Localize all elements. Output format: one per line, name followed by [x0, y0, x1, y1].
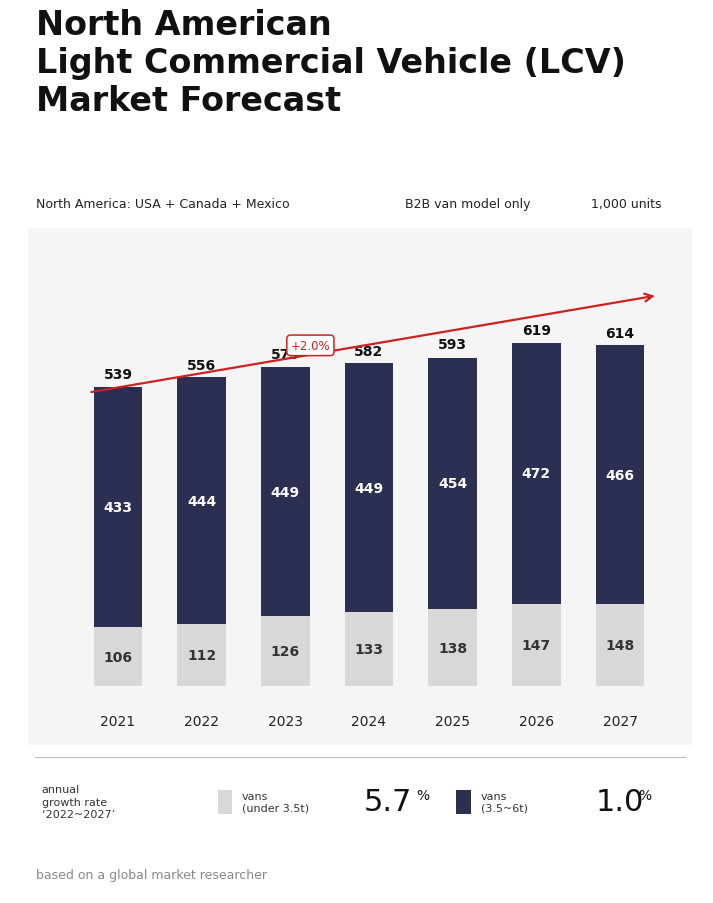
FancyBboxPatch shape [29, 228, 692, 745]
Text: %: % [416, 787, 429, 802]
Bar [344, 612, 394, 686]
Bar [596, 346, 645, 604]
Text: +2.0%: +2.0% [291, 340, 330, 352]
Bar [93, 628, 142, 686]
Bar [178, 378, 226, 624]
Text: 614: 614 [605, 326, 635, 340]
Text: 2021: 2021 [101, 714, 135, 728]
Text: North American
Light Commercial Vehicle (LCV)
Market Forecast: North American Light Commercial Vehicle … [36, 9, 625, 118]
Text: 5.7: 5.7 [364, 787, 411, 816]
Bar [93, 387, 142, 628]
Text: 556: 556 [187, 358, 216, 373]
Text: 454: 454 [438, 477, 467, 491]
Text: %: % [639, 787, 652, 802]
Text: 1,000 units: 1,000 units [590, 198, 661, 210]
Text: based on a global market researcher: based on a global market researcher [36, 868, 267, 880]
Text: 466: 466 [605, 468, 635, 482]
Text: 449: 449 [271, 485, 300, 499]
Text: 112: 112 [187, 648, 216, 662]
Bar [261, 617, 309, 686]
Text: 126: 126 [271, 645, 300, 658]
Text: 2027: 2027 [602, 714, 637, 728]
Text: 106: 106 [103, 650, 133, 664]
Text: 2026: 2026 [519, 714, 554, 728]
Bar [456, 790, 471, 814]
Bar [512, 343, 560, 605]
Bar [429, 610, 477, 686]
Bar [596, 604, 645, 686]
Text: B2B van model only: B2B van model only [405, 198, 530, 210]
Text: 444: 444 [187, 494, 216, 508]
Bar [429, 358, 477, 610]
Bar [217, 790, 232, 814]
Text: vans
(under 3.5t): vans (under 3.5t) [242, 791, 309, 813]
Text: annual
growth rate
‘2022~2027’: annual growth rate ‘2022~2027’ [42, 785, 115, 819]
Text: 147: 147 [522, 638, 551, 653]
Text: 433: 433 [103, 500, 133, 515]
Text: 593: 593 [438, 338, 467, 352]
Bar [512, 605, 560, 686]
Bar [344, 364, 394, 612]
Text: 133: 133 [354, 642, 384, 656]
Text: 138: 138 [438, 641, 467, 655]
Text: 539: 539 [103, 368, 133, 382]
Text: vans
(3.5~6t): vans (3.5~6t) [481, 791, 528, 813]
Text: 1.0: 1.0 [595, 787, 644, 816]
Text: 619: 619 [522, 323, 551, 338]
Text: 449: 449 [354, 481, 384, 495]
Text: 2022: 2022 [184, 714, 219, 728]
Text: North America: USA + Canada + Mexico: North America: USA + Canada + Mexico [36, 198, 289, 210]
Text: 575: 575 [271, 348, 300, 362]
Text: 148: 148 [605, 638, 635, 652]
Text: 472: 472 [522, 467, 551, 481]
Text: 582: 582 [354, 344, 384, 358]
Bar [178, 624, 226, 686]
Text: 2025: 2025 [435, 714, 470, 728]
Text: 2023: 2023 [268, 714, 303, 728]
Text: 2024: 2024 [352, 714, 386, 728]
Bar [261, 368, 309, 617]
